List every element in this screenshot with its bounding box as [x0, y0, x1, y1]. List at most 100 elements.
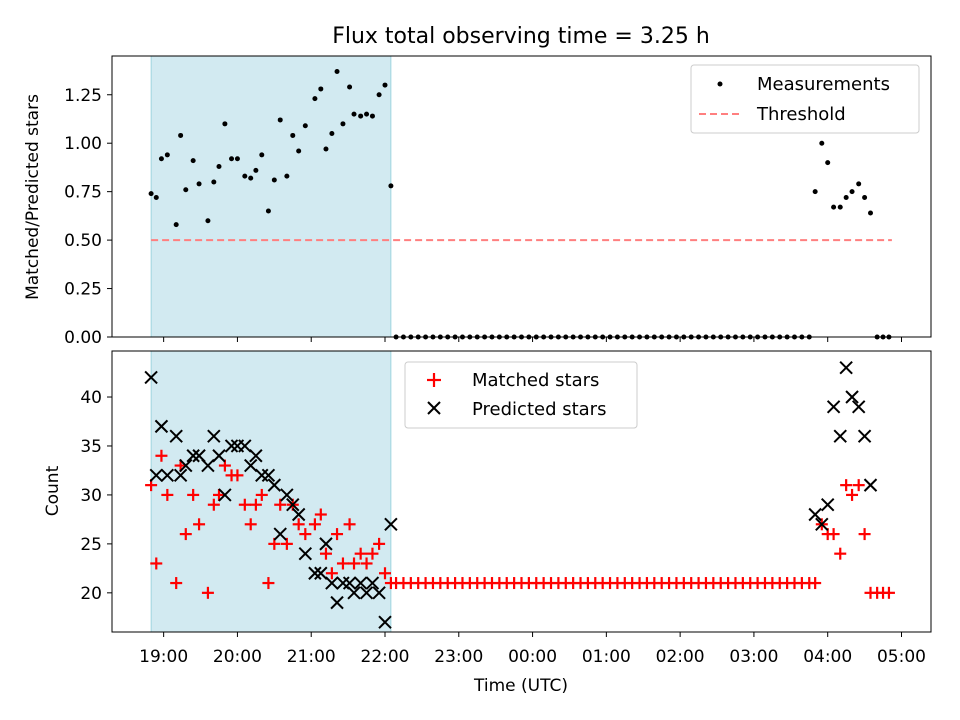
measurement-point: [284, 173, 290, 179]
matched-star-point: [882, 586, 895, 599]
matched-star-point: [858, 528, 871, 541]
legend-threshold-label: Threshold: [756, 104, 846, 125]
predicted-star-point: [384, 517, 398, 532]
predicted-star-point: [815, 517, 829, 532]
measurement-point: [819, 140, 825, 146]
matched-star-point: [187, 488, 200, 501]
predicted-star-point: [261, 468, 276, 483]
predicted-star-point: [186, 449, 200, 463]
measurement-point: [340, 121, 346, 127]
predicted-star-point: [280, 488, 294, 502]
x-axis-label: Time (UTC): [473, 676, 568, 696]
bottom-y-tick-label: 35: [80, 437, 102, 457]
measurement-point: [843, 194, 849, 200]
predicted-star-point: [286, 498, 300, 512]
predicted-star-point: [244, 458, 258, 473]
predicted-star-point: [273, 527, 287, 541]
measurement-point: [164, 152, 170, 158]
measurement-point: [358, 113, 364, 119]
matched-star-point: [201, 586, 214, 599]
measurement-point: [259, 152, 265, 158]
measurement-point: [178, 132, 184, 138]
bottom-legend-box: [404, 361, 638, 429]
matched-star-point: [343, 518, 356, 531]
matched-star-point: [846, 488, 859, 501]
predicted-star-point: [173, 468, 188, 483]
measurement-point: [388, 183, 394, 189]
predicted-star-point: [378, 615, 392, 629]
matched-star-point: [325, 567, 338, 580]
predicted-star-point: [314, 566, 328, 580]
matched-star-point: [262, 577, 275, 590]
measurement-point: [347, 84, 353, 90]
matched-star-point: [280, 537, 293, 550]
predicted-star-point: [808, 507, 822, 522]
predicted-star-point: [249, 449, 263, 463]
predicted-star-point: [224, 439, 239, 453]
predicted-star-point: [353, 576, 368, 590]
x-tick-label: 04:00: [803, 647, 852, 667]
predicted-star-point: [308, 566, 322, 580]
predicted-star-point: [179, 458, 193, 473]
measurement-point: [216, 163, 222, 169]
measurement-point: [271, 177, 277, 183]
predicted-star-point: [325, 576, 339, 590]
x-tick-label: 21:00: [287, 647, 336, 667]
top-shaded-span: [150, 55, 392, 338]
bottom-legend: Matched stars Predicted stars: [404, 361, 638, 429]
top-panel: Flux total observing time = 3.25 h 0.000…: [23, 24, 932, 348]
predicted-star-point: [267, 478, 282, 492]
measurement-point: [334, 69, 340, 75]
predicted-star-point: [359, 586, 374, 600]
measurement-point: [831, 204, 837, 210]
measurement-point: [277, 117, 283, 123]
bottom-axes-frame: [111, 350, 932, 633]
top-y-tick-label: 0.25: [64, 280, 102, 300]
matched-star-point: [336, 557, 349, 570]
top-y-tick-label: 0.50: [64, 231, 102, 251]
predicted-star-point: [169, 429, 183, 443]
measurement-point: [837, 204, 843, 210]
measurement-point: [205, 218, 211, 224]
top-x-ticks: [163, 337, 902, 342]
legend-matched-label: Matched stars: [472, 370, 599, 391]
x-tick-label: 01:00: [582, 647, 631, 667]
predicted-star-point: [218, 488, 232, 502]
predicted-star-point: [365, 576, 380, 590]
measurement-point: [351, 111, 357, 117]
predicted-star-point: [845, 390, 859, 404]
measurement-point: [211, 179, 217, 185]
measurement-point: [323, 146, 329, 152]
matched-star-point: [193, 518, 206, 531]
bottom-y-ticks: 20 25 30 35 40: [80, 388, 112, 604]
measurement-point: [825, 160, 831, 166]
predicted-star-point: [201, 458, 215, 473]
matched-star-point: [319, 547, 332, 560]
predicted-star-point: [238, 439, 252, 453]
measurement-point: [369, 113, 375, 119]
matched-star-point: [379, 567, 391, 580]
measurement-point: [248, 175, 254, 181]
x-tick-label: 23:00: [434, 647, 483, 667]
matched-star-point: [348, 557, 361, 570]
measurement-point: [229, 156, 235, 162]
measurement-point: [183, 187, 189, 193]
matched-star-point: [366, 547, 379, 560]
matched-star-point: [238, 498, 251, 511]
measurement-point: [862, 194, 868, 200]
bottom-y-tick-label: 30: [80, 486, 102, 506]
matched-star-point: [827, 528, 840, 541]
x-tick-label: 20:00: [213, 647, 262, 667]
bottom-y-axis-label: Count: [43, 465, 63, 516]
predicted-star-point: [207, 429, 221, 443]
measurement-point: [222, 121, 228, 127]
measurement-point: [329, 131, 335, 137]
top-y-ticks: 0.00 0.25 0.50 0.75 1.00 1.25: [64, 86, 112, 348]
matched-star-point: [373, 537, 386, 550]
matched-star-point: [314, 508, 327, 521]
legend-measurements-marker: [717, 81, 723, 87]
bottom-y-tick-label: 20: [80, 584, 102, 604]
predicted-star-point: [149, 468, 163, 483]
measurement-point: [265, 208, 271, 214]
